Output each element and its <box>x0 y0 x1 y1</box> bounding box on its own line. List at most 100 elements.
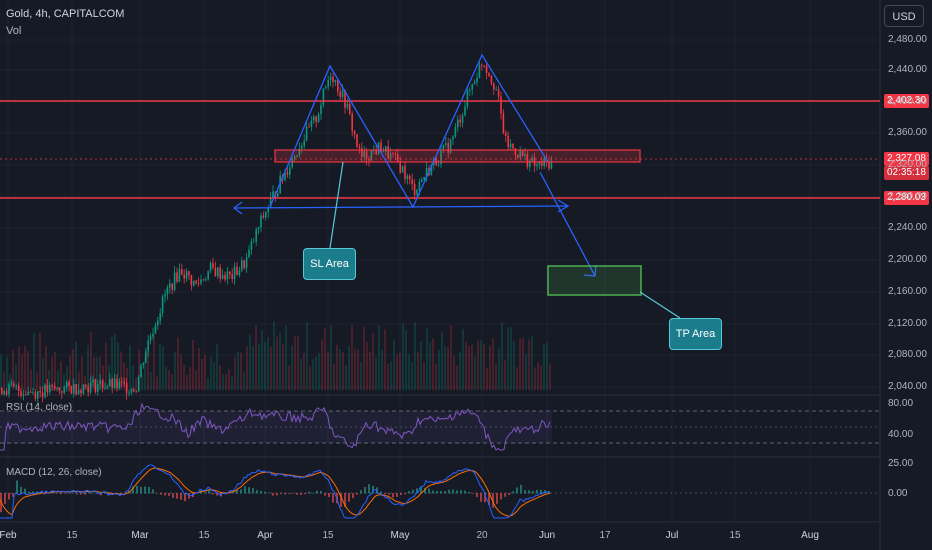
volume-bar <box>108 365 110 390</box>
macd-histogram-bar <box>352 493 354 499</box>
sl-callout: SL Area <box>303 248 356 280</box>
volume-bar <box>213 361 215 390</box>
candle-body <box>178 269 181 282</box>
macd-histogram-bar <box>468 491 470 494</box>
time-tick: 20 <box>476 530 488 541</box>
macd-histogram-bar <box>320 490 322 494</box>
macd-histogram-bar <box>524 490 526 494</box>
candle-body <box>497 89 500 97</box>
candle-body <box>260 215 262 228</box>
candle-body <box>58 387 61 391</box>
macd-histogram-bar <box>16 480 18 494</box>
volume-bar <box>222 374 224 390</box>
macd-histogram-bar <box>388 493 390 495</box>
volume-bar <box>204 355 206 390</box>
volume-bar <box>330 325 332 390</box>
macd-histogram-bar <box>56 493 58 494</box>
volume-bar <box>174 352 176 390</box>
candle-body <box>193 280 195 286</box>
symbol-title[interactable]: Gold, 4h, CAPITALCOM <box>6 8 125 20</box>
candle-body <box>212 263 214 268</box>
candle-body <box>358 146 361 149</box>
macd-title[interactable]: MACD (12, 26, close) <box>6 467 102 478</box>
candle-body <box>509 143 512 148</box>
volume-bar <box>507 327 509 390</box>
candle-body <box>17 385 20 391</box>
volume-bar <box>81 356 83 390</box>
candle-body <box>125 383 128 394</box>
volume-bar <box>537 362 539 390</box>
volume-bar <box>276 336 278 390</box>
candle-body <box>142 362 145 365</box>
volume-bar <box>384 329 386 390</box>
candle-body <box>380 142 382 152</box>
volume-bar <box>282 343 284 390</box>
volume-bar <box>306 321 308 390</box>
macd-histogram-bar <box>24 488 26 494</box>
price-tick: 2,320.00 <box>888 159 927 170</box>
candle-body <box>416 189 418 195</box>
volume-bar <box>84 375 86 390</box>
volume-bar <box>69 355 71 390</box>
candle-body <box>524 153 526 156</box>
volume-bar <box>360 361 362 390</box>
candle-body <box>368 159 370 161</box>
volume-bar <box>525 353 527 390</box>
candle-body <box>517 154 519 158</box>
candle-body <box>231 274 233 279</box>
macd-histogram-bar <box>72 492 74 494</box>
macd-histogram-bar <box>268 492 270 494</box>
volume-bar <box>264 341 266 390</box>
candle-body <box>106 386 109 388</box>
volume-bar <box>111 336 113 390</box>
candle-body <box>423 176 425 180</box>
volume-bar <box>498 347 500 390</box>
candle-body <box>10 383 13 385</box>
candle-body <box>250 241 253 250</box>
volume-bar <box>18 346 20 390</box>
volume-bar <box>519 338 521 390</box>
macd-histogram-bar <box>532 490 534 494</box>
candle-body <box>411 179 413 184</box>
time-tick: 15 <box>66 530 78 541</box>
candle-body <box>238 270 241 276</box>
macd-histogram-bar <box>360 490 362 494</box>
volume-bar <box>3 372 5 390</box>
candle-body <box>39 391 41 393</box>
candle-body <box>27 391 29 396</box>
price-tick: 2,120.00 <box>888 318 927 329</box>
candle-body <box>221 275 224 279</box>
macd-histogram-bar <box>80 493 82 495</box>
time-tick: Jun <box>538 530 556 541</box>
neckline-arrow <box>233 205 569 209</box>
volume-bar <box>66 366 68 390</box>
macd-histogram-bar <box>248 487 250 494</box>
volume-label[interactable]: Vol <box>6 25 22 37</box>
price-tick: 2,160.00 <box>888 286 927 297</box>
time-tick: 15 <box>729 530 741 541</box>
candle-body <box>272 191 274 198</box>
volume-bar <box>30 369 32 390</box>
candle-body <box>236 266 238 276</box>
volume-bar <box>387 363 389 390</box>
candle-body <box>346 103 349 108</box>
macd-histogram-bar <box>488 493 490 505</box>
volume-bar <box>252 345 254 390</box>
volume-bar <box>396 354 398 390</box>
rsi-title[interactable]: RSI (14, close) <box>6 402 73 413</box>
volume-bar <box>42 357 44 390</box>
currency-button[interactable]: USD <box>884 5 924 27</box>
candle-body <box>111 379 113 388</box>
volume-bar <box>267 337 269 390</box>
candle-body <box>418 181 421 190</box>
candle-body <box>473 82 476 85</box>
macd-histogram-bar <box>260 490 262 494</box>
volume-bar <box>63 374 65 390</box>
macd-histogram-bar <box>328 493 330 498</box>
candle-body <box>394 153 397 155</box>
macd-histogram-bar <box>372 485 374 494</box>
price-tick: 2,280.00 <box>888 191 927 202</box>
price-tick: 2,200.00 <box>888 254 927 265</box>
volume-bar <box>546 342 548 390</box>
